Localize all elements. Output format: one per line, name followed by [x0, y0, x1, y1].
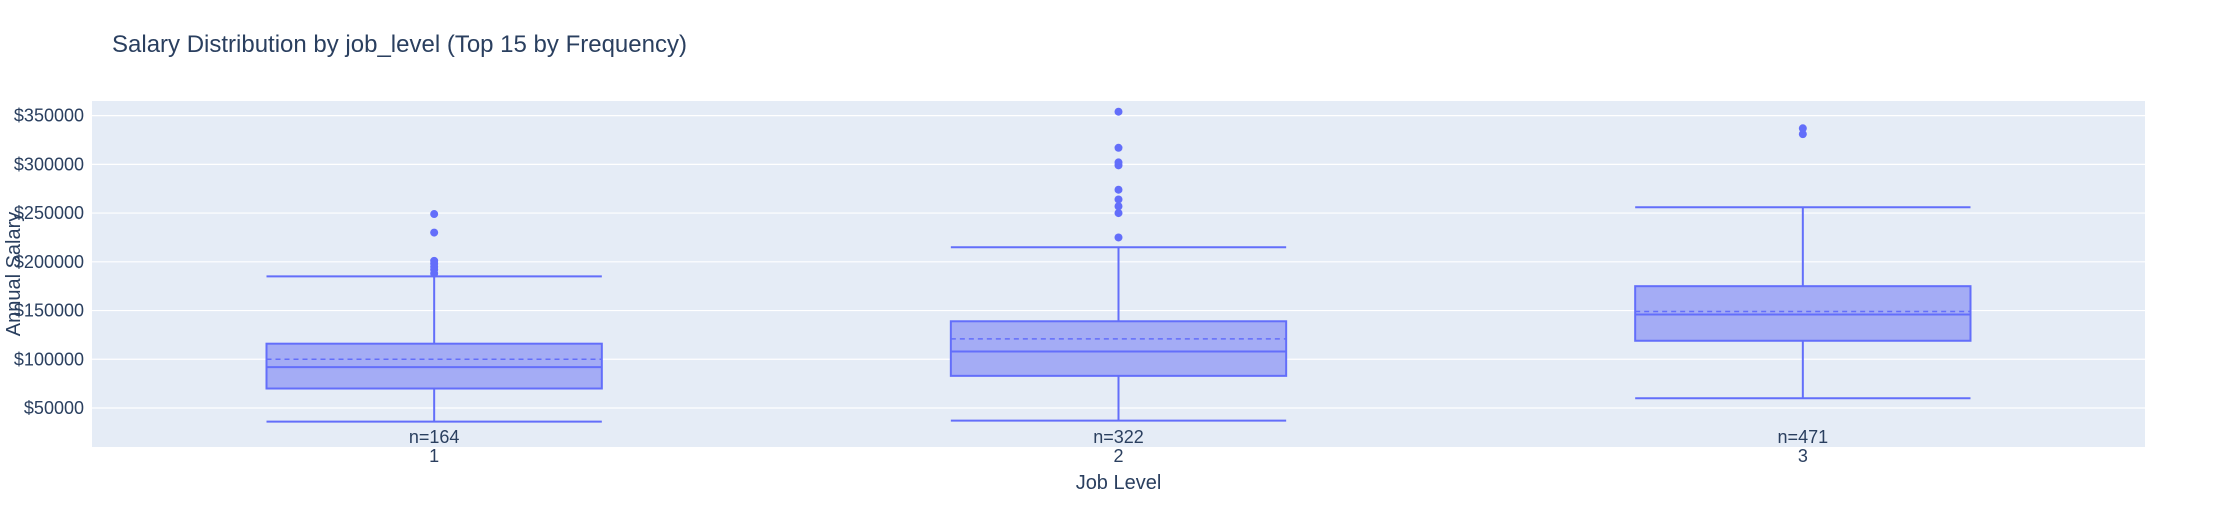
box-2: n=322 [949, 107, 1288, 447]
outlier-point [1114, 158, 1123, 167]
outlier-point [1114, 107, 1123, 116]
outlier-point [1798, 124, 1807, 133]
y-tick-label: $350000 [14, 106, 84, 126]
x-axis-ticks: 1 2 3 [429, 446, 1808, 466]
x-axis-title: Job Level [1076, 472, 1162, 494]
iqr-box [949, 320, 1288, 377]
outlier-point [1798, 130, 1807, 139]
box-series: n=164 n=322 n=471 [265, 107, 1972, 447]
outlier-point [430, 256, 439, 265]
x-tick-label: 1 [429, 446, 439, 466]
count-label: n=471 [1778, 427, 1829, 447]
y-axis-ticks: $50000 $100000 $150000 $200000 $250000 $30000… [14, 106, 84, 418]
y-tick-label: $250000 [14, 203, 84, 223]
y-tick-label: $300000 [14, 154, 84, 174]
outlier-point [1114, 233, 1123, 242]
box-3: n=471 [1634, 124, 1972, 447]
outlier-point [430, 228, 439, 237]
count-label: n=322 [1093, 427, 1144, 447]
y-tick-label: $150000 [14, 301, 84, 321]
y-tick-label: $50000 [24, 398, 84, 418]
chart-title: Salary Distribution by job_level (Top 15… [112, 31, 687, 58]
x-tick-label: 2 [1113, 446, 1123, 466]
x-tick-label: 3 [1798, 446, 1808, 466]
outlier-point [1114, 195, 1123, 204]
count-label: n=164 [409, 427, 460, 447]
outlier-point [430, 210, 439, 219]
box-1: n=164 [265, 210, 603, 447]
y-tick-label: $200000 [14, 252, 84, 272]
outlier-point [1114, 209, 1123, 218]
outlier-point [1114, 202, 1123, 211]
y-tick-label: $100000 [14, 349, 84, 369]
outlier-point [1114, 143, 1123, 152]
y-axis-title: Annual Salary [3, 212, 25, 337]
outlier-point [1114, 185, 1123, 194]
